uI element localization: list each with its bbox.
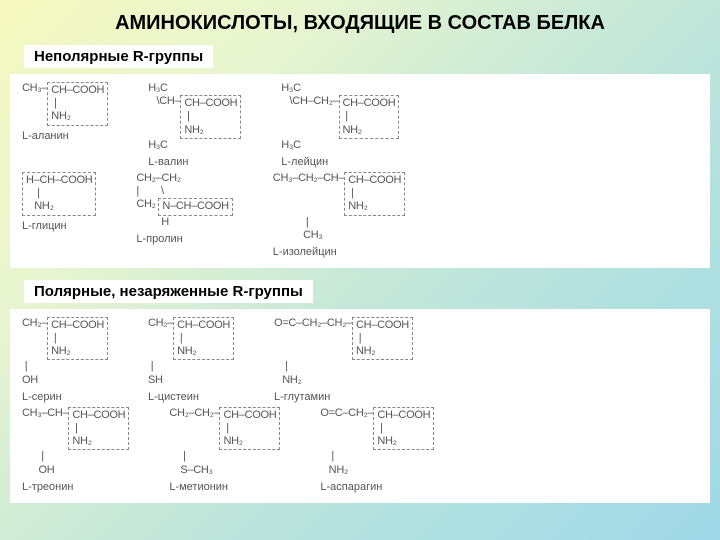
aa-glycine: H–CH–COOH | NH₂ L-глицин: [22, 172, 96, 232]
aa-asparagine: O=C–CH₂–CH–COOH |NH₂ | NH₂ L-аспарагин: [320, 407, 434, 493]
aa-label: L-треонин: [22, 481, 73, 493]
section2-row1: CH₂–CH–COOH |NH₂ |OH L-серин CH₂–CH–COOH…: [22, 317, 698, 403]
aa-label: L-валин: [148, 156, 188, 168]
section2-diagram: CH₂–CH–COOH |NH₂ |OH L-серин CH₂–CH–COOH…: [10, 309, 710, 503]
aa-proline: CH₂–CH₂| \CH₂ N–CH–COOH H L-пролин: [136, 172, 232, 245]
aa-valine: H₃C \CH–CH–COOH |NH₂H₃C L-валин: [148, 82, 241, 168]
section1-heading: Неполярные R-группы: [24, 45, 213, 68]
section1-diagram: CH₃–CH–COOH |NH₂ L-аланин H₃C \CH–CH–COO…: [10, 74, 710, 268]
aa-label: L-глутамин: [274, 391, 330, 403]
aa-label: L-изолейцин: [273, 246, 337, 258]
aa-label: L-цистеин: [148, 391, 199, 403]
aa-methionine: CH₂–CH₂–CH–COOH |NH₂ | S–CH₃ L-метионин: [169, 407, 280, 493]
aa-threonine: CH₃–CH–CH–COOH |NH₂ | OH L-треонин: [22, 407, 129, 493]
aa-alanine: CH₃–CH–COOH |NH₂ L-аланин: [22, 82, 108, 142]
aa-glutamine: O=C–CH₂–CH₂–CH–COOH |NH₂ | NH₂ L-глутами…: [274, 317, 413, 403]
section1-row2: H–CH–COOH | NH₂ L-глицин CH₂–CH₂| \CH₂ N…: [22, 172, 698, 258]
aa-label: L-аланин: [22, 130, 69, 142]
aa-label: L-метионин: [169, 481, 228, 493]
aa-label: L-пролин: [136, 233, 182, 245]
aa-label: L-аспарагин: [320, 481, 382, 493]
aa-label: L-глицин: [22, 220, 67, 232]
aa-serine: CH₂–CH–COOH |NH₂ |OH L-серин: [22, 317, 108, 403]
section2-heading: Полярные, незаряженные R-группы: [24, 280, 313, 303]
aa-leucine: H₃C \CH–CH₂–CH–COOH |NH₂H₃C L-лейцин: [281, 82, 399, 168]
aa-cysteine: CH₂–CH–COOH |NH₂ |SH L-цистеин: [148, 317, 234, 403]
aa-label: L-серин: [22, 391, 62, 403]
aa-isoleucine: CH₃–CH₂–CH–CH–COOH |NH₂ | CH₃ L-изолейци…: [273, 172, 405, 258]
aa-label: L-лейцин: [281, 156, 328, 168]
section2-row2: CH₃–CH–CH–COOH |NH₂ | OH L-треонин CH₂–C…: [22, 407, 698, 493]
section1-row1: CH₃–CH–COOH |NH₂ L-аланин H₃C \CH–CH–COO…: [22, 82, 698, 168]
page-title: АМИНОКИСЛОТЫ, ВХОДЯЩИЕ В СОСТАВ БЕЛКА: [0, 0, 720, 45]
